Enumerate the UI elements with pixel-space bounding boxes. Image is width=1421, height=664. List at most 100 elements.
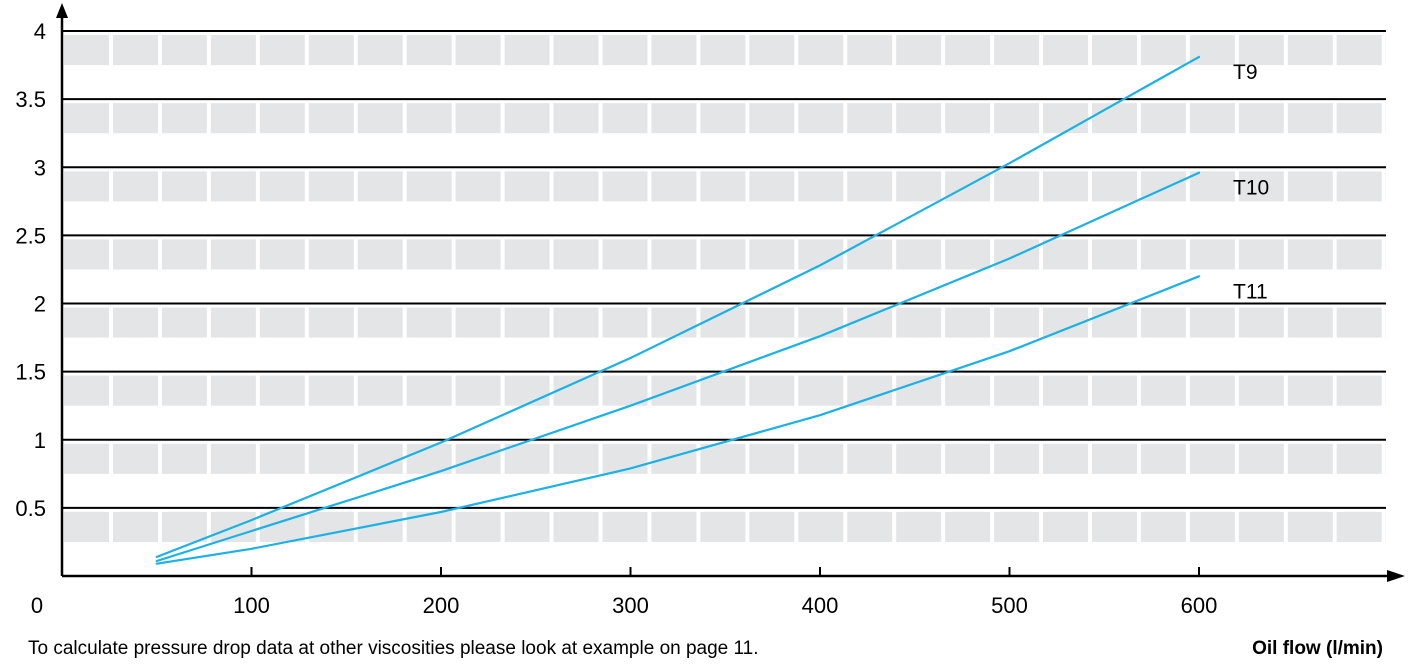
series-label-t11: T11 [1233,280,1268,303]
grid-band-cell [1336,375,1382,406]
grid-band-cell [357,103,403,134]
grid-band-cell [161,103,207,134]
y-tick-label: 1.5 [15,360,46,385]
grid-band-cell [308,103,354,134]
grid-band-cell [113,375,158,406]
grid-band-cell [406,103,452,134]
grid-band-cell [455,103,501,134]
grid-band-cell [259,307,305,338]
x-tick-label: 500 [991,593,1028,618]
grid-band-cell [504,443,550,474]
series-line-t9 [155,55,1201,559]
series-label-t9: T9 [1233,61,1258,84]
series-line-t11 [155,275,1201,565]
grid-band-cell [994,35,1040,66]
grid-band-cell [945,443,991,474]
grid-band-cell [64,103,109,134]
grid-band-cell [1140,511,1186,542]
grid-band-cell [847,239,893,270]
grid-band-cell [308,171,354,202]
grid-band-cell [651,307,697,338]
grid-band-cell [259,375,305,406]
grid-band-cell [1140,307,1186,338]
grid-band-cell [161,171,207,202]
grid-band-cell [64,171,109,202]
y-tick-label: 2.5 [15,223,46,248]
grid-band-cell [602,239,648,270]
y-tick-label: 3.5 [15,87,46,112]
grid-band-cell [651,171,697,202]
grid-band-cell [113,443,158,474]
grid-band-cell [1336,239,1382,270]
grid-band-cell [945,239,991,270]
grid-band-cell [259,35,305,66]
grid-band-cell [504,239,550,270]
grid-band-cell [994,103,1040,134]
grid-band-cell [210,375,256,406]
grid-band-cell [1336,307,1382,338]
grid-band-cell [113,103,158,134]
grid-band-cell [161,375,207,406]
grid-band-cell [113,307,158,338]
grid-band-cell [1043,375,1088,406]
y-tick-label: 0.5 [15,496,46,521]
grid-band-cell [357,443,403,474]
grid-band-cell [1238,171,1284,202]
grid-band-cell [113,171,158,202]
grid-band-cell [945,103,991,134]
grid-band-cell [455,511,501,542]
grid-band-cell [1043,35,1088,66]
grid-band-cell [259,443,305,474]
grid-band-cell [1043,171,1088,202]
y-tick-label: 4 [34,19,46,44]
x-tick-label: 600 [1181,593,1218,618]
grid-band-cell [896,103,942,134]
grid-band-cell [700,103,746,134]
y-tick-label: 1 [34,428,46,453]
x-tick-label: 200 [423,593,460,618]
grid-band-cell [1140,239,1186,270]
grid-band-cell [64,35,109,66]
grid-band-cell [651,443,697,474]
grid-band-cell [504,307,550,338]
grid-band-cell [994,307,1040,338]
grid-band-cell [749,35,795,66]
axes [56,3,1405,582]
grid-band-cell [749,443,795,474]
grid-band-cell [945,307,991,338]
grid-band-cell [455,239,501,270]
grid-band-cell [847,103,893,134]
grid-band-cell [1092,443,1137,474]
grid-band-cell [798,375,844,406]
grid-band-cell [896,239,942,270]
grid-band-cell [1287,443,1333,474]
grid-band-cell [1140,375,1186,406]
y-tick-label: 2 [34,292,46,317]
grid-band-cell [847,511,893,542]
grid-band-cell [553,103,599,134]
grid-band-cell [1140,103,1186,134]
grid-band-cell [847,375,893,406]
grid-band-cell [406,239,452,270]
series-lines [155,55,1201,565]
grid-band-cell [455,171,501,202]
grid-band-cell [161,443,207,474]
grid-band-cell [455,375,501,406]
grid-band-cell [64,443,109,474]
grid-band-cell [896,171,942,202]
series-label-t10: T10 [1233,177,1269,200]
y-axis-arrow [56,3,68,18]
grid-band-cell [602,375,648,406]
grid-band-cell [553,443,599,474]
grid-band-cell [1189,375,1235,406]
grid-band-cell [798,35,844,66]
grid-band-cell [1189,35,1235,66]
grid-band-cell [700,511,746,542]
grid-band-cell [602,35,648,66]
grid-band-cell [651,35,697,66]
grid-band-cell [994,443,1040,474]
grid-band-cell [1238,103,1284,134]
grid-band-cell [847,443,893,474]
grid-band-cell [406,375,452,406]
grid-band-cell [1189,239,1235,270]
